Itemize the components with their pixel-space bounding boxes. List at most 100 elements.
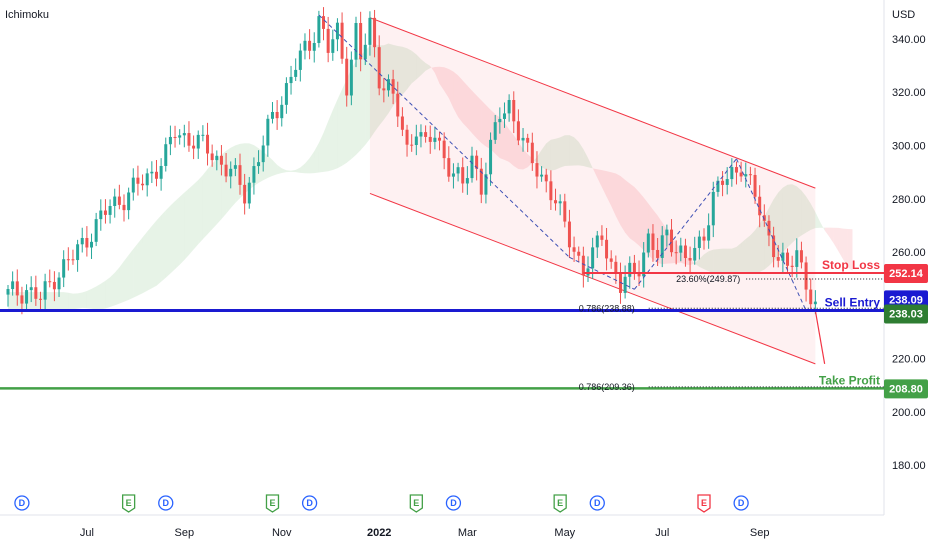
cloud-segment: [119, 261, 124, 304]
cloud-segment: [578, 141, 584, 167]
cloud-segment: [741, 238, 746, 272]
candle: [804, 262, 808, 290]
cloud-segment: [727, 248, 732, 274]
candle: [168, 136, 172, 145]
cloud-segment: [360, 50, 366, 151]
cloud-segment: [755, 223, 760, 273]
marker-shape: [14, 495, 30, 511]
price-badge-bg: [884, 304, 928, 324]
cloud-segment: [722, 248, 728, 274]
earnings-marker-icon[interactable]: E: [697, 494, 711, 513]
cloud-segment: [453, 71, 459, 118]
cloud-segment: [267, 155, 273, 178]
cloud-segment: [216, 154, 222, 225]
candle: [94, 219, 98, 242]
cloud-segment: [425, 63, 431, 71]
dividend-marker-icon[interactable]: D: [158, 495, 174, 511]
cloud-segment: [550, 138, 556, 171]
candle: [544, 174, 548, 182]
candle: [567, 221, 571, 248]
cloud-segment: [8, 292, 13, 311]
candle: [716, 180, 720, 192]
candle: [688, 258, 692, 261]
cloud-segment: [416, 54, 421, 80]
candle: [753, 174, 757, 197]
cloud-segment: [611, 172, 616, 217]
cloud-segment: [161, 210, 166, 282]
candle: [233, 165, 237, 169]
candle: [382, 88, 386, 91]
candle: [326, 28, 330, 53]
cloud-segment: [212, 158, 217, 230]
earnings-marker-icon[interactable]: E: [409, 494, 423, 513]
cloud-segment: [434, 66, 440, 84]
cloud-segment: [574, 137, 579, 166]
earnings-marker-icon[interactable]: E: [121, 494, 136, 513]
candle: [577, 251, 581, 256]
cloud-segment: [72, 293, 78, 310]
candle: [493, 122, 497, 140]
candle: [252, 166, 256, 183]
sell-entry-label[interactable]: Sell Entry: [825, 295, 881, 309]
candle: [438, 137, 442, 141]
take-profit-label[interactable]: Take Profit: [819, 373, 880, 387]
cloud-segment: [476, 95, 482, 143]
marker-shape: [697, 494, 711, 513]
candle: [530, 142, 534, 164]
dividend-marker-icon[interactable]: D: [445, 495, 462, 511]
candle: [795, 250, 799, 267]
candle: [298, 50, 302, 70]
candle: [762, 215, 766, 221]
marker-letter: E: [557, 498, 563, 508]
cloud-segment: [369, 44, 375, 139]
earnings-marker-icon[interactable]: E: [553, 494, 567, 513]
candle: [790, 265, 794, 267]
candle: [303, 40, 307, 51]
dividend-marker-icon[interactable]: D: [733, 495, 749, 511]
dividend-marker-icon[interactable]: D: [14, 495, 30, 511]
candle: [475, 155, 479, 169]
candle: [711, 191, 715, 226]
cloud-segment: [328, 110, 333, 172]
dividend-marker-icon[interactable]: D: [589, 495, 605, 511]
candle: [702, 236, 706, 241]
cloud-segment: [402, 46, 408, 95]
earnings-marker-icon[interactable]: E: [265, 494, 280, 513]
candle: [618, 273, 622, 293]
ichimoku-cloud: [8, 43, 853, 311]
candle: [451, 173, 455, 177]
cloud-segment: [444, 67, 449, 99]
candle: [707, 225, 711, 241]
candle: [80, 237, 84, 245]
marker-shape: [733, 495, 749, 511]
marker-shape: [445, 495, 462, 511]
candle: [424, 132, 428, 137]
cloud-segment: [634, 187, 640, 246]
cloud-segment: [569, 135, 575, 166]
dividend-marker-icon[interactable]: D: [301, 495, 318, 511]
candle: [776, 257, 780, 261]
cloud-segment: [513, 135, 519, 169]
candle: [581, 255, 585, 276]
candle: [201, 134, 205, 136]
candle: [247, 182, 251, 204]
stop-loss-label[interactable]: Stop Loss: [822, 258, 880, 272]
candle: [182, 133, 186, 136]
candle: [651, 233, 655, 250]
price-badge: 252.14: [884, 263, 928, 283]
candle: [266, 118, 270, 146]
candle: [767, 220, 771, 236]
cloud-segment: [782, 184, 788, 252]
candle: [637, 272, 641, 277]
candle: [419, 132, 423, 137]
candle: [591, 247, 595, 269]
candle: [229, 168, 233, 177]
candle: [280, 104, 284, 119]
indicator-label[interactable]: Ichimoku: [5, 9, 50, 21]
cloud-segment: [731, 246, 737, 273]
candle: [335, 22, 339, 40]
cloud-segment: [309, 151, 315, 174]
cloud-segment: [639, 192, 644, 251]
